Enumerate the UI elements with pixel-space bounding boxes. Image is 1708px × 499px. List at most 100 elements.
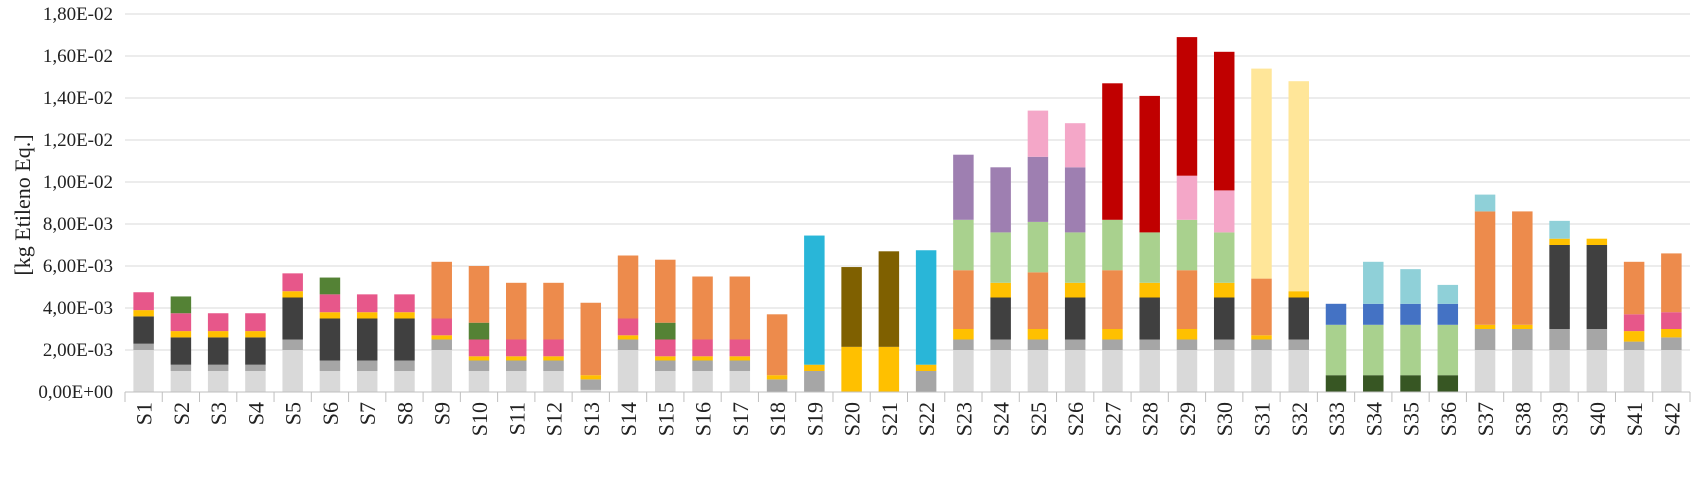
bar-segment [953, 339, 974, 350]
bar-segment [431, 335, 452, 340]
bar-segment [207, 337, 229, 365]
bar-segment [506, 371, 527, 392]
x-tick-label: S42 [1659, 402, 1684, 436]
bar-segment [1512, 324, 1533, 329]
bar-segment [543, 356, 564, 361]
bar-S22 [915, 250, 937, 392]
x-tick-label: S23 [951, 402, 976, 436]
x-tick-label: S22 [914, 402, 939, 436]
bar-segment [953, 329, 974, 340]
x-tick-label: S20 [840, 402, 865, 436]
bar-segment [1288, 291, 1309, 298]
bar-S18 [766, 314, 788, 392]
bar-segment [580, 375, 602, 380]
x-tick-label: S31 [1249, 402, 1274, 436]
bar-segment [1139, 339, 1160, 350]
bar-segment [990, 282, 1011, 298]
bar-segment [655, 360, 676, 371]
bar-segment [431, 339, 452, 350]
bar-segment [1512, 350, 1533, 392]
bar-segment [655, 259, 676, 323]
bar-S36 [1437, 284, 1459, 392]
bar-S8 [394, 294, 415, 392]
bar-segment [1586, 245, 1608, 329]
bar-segment [1213, 297, 1235, 340]
bar-segment [1064, 350, 1086, 392]
bar-segment [1474, 324, 1496, 329]
bar-segment [468, 322, 490, 340]
x-tick-label: S24 [989, 402, 1014, 436]
bar-segment [133, 292, 154, 311]
bar-segment [1102, 350, 1123, 392]
bar-segment [356, 294, 378, 313]
bar-segment [1474, 211, 1496, 325]
bar-segment [170, 331, 192, 338]
bar-segment [1549, 220, 1570, 239]
bar-segment [990, 232, 1011, 283]
bar-segment [1027, 350, 1049, 392]
bars [133, 37, 1682, 392]
x-tick-label: S18 [765, 402, 790, 436]
bar-segment [319, 277, 341, 295]
bar-segment [804, 364, 825, 371]
bar-segment [729, 371, 751, 392]
bar-S14 [617, 255, 639, 392]
x-tick-label: S39 [1548, 402, 1573, 436]
bar-segment [506, 356, 527, 361]
bar-segment [170, 371, 192, 392]
bar-S11 [506, 282, 527, 392]
bar-S15 [655, 259, 676, 392]
bar-segment [356, 371, 378, 392]
bar-S3 [207, 313, 229, 392]
y-tick-label: 0,00E+00 [38, 382, 113, 403]
bar-S40 [1586, 238, 1608, 392]
x-tick-label: S34 [1361, 402, 1386, 436]
bar-segment [1139, 282, 1160, 298]
bar-S23 [953, 154, 974, 392]
bar-segment [841, 267, 862, 347]
bar-segment [692, 360, 713, 371]
bar-S19 [804, 235, 825, 392]
bar-segment [282, 297, 303, 340]
bar-segment [1213, 51, 1235, 191]
bar-segment [1288, 297, 1309, 340]
bar-segment [170, 296, 192, 314]
bar-segment [1176, 219, 1198, 271]
bar-segment [1661, 253, 1682, 313]
x-tick-label: S1 [132, 402, 157, 425]
bar-segment [692, 276, 713, 340]
bar-S42 [1661, 253, 1682, 392]
bar-segment [245, 331, 266, 338]
bar-segment [245, 313, 266, 332]
bar-segment [133, 316, 154, 344]
bar-segment [207, 313, 229, 332]
bar-segment [431, 318, 452, 336]
bar-segment [1623, 261, 1645, 315]
y-tick-label: 8,00E-03 [43, 214, 113, 235]
bar-segment [1437, 303, 1459, 325]
bar-segment [1139, 297, 1160, 340]
bar-segment [468, 360, 490, 371]
bar-S38 [1512, 211, 1533, 392]
bar-S12 [543, 282, 564, 392]
bar-segment [506, 282, 527, 340]
bar-segment [1512, 329, 1533, 350]
bar-segment [1027, 339, 1049, 350]
bar-segment [245, 337, 266, 365]
x-tick-label: S12 [542, 402, 567, 436]
bar-segment [1623, 341, 1645, 350]
bar-segment [1549, 350, 1570, 392]
bar-segment [1139, 350, 1160, 392]
bar-segment [319, 294, 341, 313]
bar-segment [1437, 324, 1459, 376]
bar-segment [1549, 238, 1570, 245]
bar-S4 [245, 313, 266, 392]
bar-segment [1251, 339, 1272, 350]
y-tick-label: 1,60E-02 [43, 46, 113, 67]
bar-segment [356, 360, 378, 371]
x-tick-label: S19 [802, 402, 827, 436]
bar-segment [1474, 350, 1496, 392]
bar-segment [468, 356, 490, 361]
bar-segment [841, 346, 862, 392]
